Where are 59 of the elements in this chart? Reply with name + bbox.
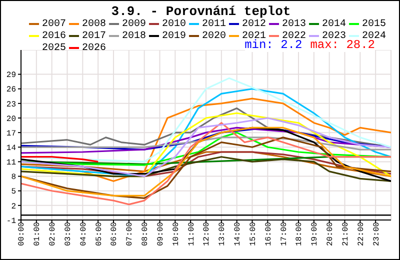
legend-label: 2020 bbox=[202, 30, 226, 42]
x-tick-label: 16:00 bbox=[264, 222, 274, 246]
x-tick-label: 15:00 bbox=[248, 222, 258, 246]
legend-label: 2014 bbox=[322, 18, 346, 30]
x-tick-label: 18:00 bbox=[295, 222, 304, 246]
y-tick-label: 2 bbox=[11, 202, 16, 212]
x-tick-label: 11:00 bbox=[187, 222, 196, 246]
legend-label: 2008 bbox=[82, 18, 106, 30]
x-tick-label: 00:00 bbox=[18, 222, 27, 246]
legend-label: 2012 bbox=[242, 18, 266, 30]
line-series bbox=[21, 122, 391, 206]
x-tick-label: 17:00 bbox=[280, 222, 289, 246]
legend-label: 2013 bbox=[282, 18, 306, 30]
legend-label: 2015 bbox=[362, 18, 386, 30]
legend-label: 2017 bbox=[82, 30, 106, 42]
line-series bbox=[21, 136, 391, 199]
y-tick-label: 11 bbox=[6, 158, 16, 168]
legend-label: 2010 bbox=[162, 18, 186, 30]
legend-label: 2026 bbox=[82, 42, 106, 54]
line-series bbox=[21, 126, 391, 197]
text: 2025 bbox=[42, 42, 66, 54]
y-tick-label: 17 bbox=[6, 129, 16, 138]
x-tick-label: 23:00 bbox=[372, 222, 382, 246]
legend-label: 2011 bbox=[202, 18, 226, 30]
y-tick-label: 29 bbox=[6, 71, 16, 80]
x-tick-label: 02:00 bbox=[48, 222, 58, 246]
x-tick-label: 08:00 bbox=[141, 222, 150, 246]
x-tick-label: 06:00 bbox=[110, 222, 120, 246]
x-tick-label: 07:00 bbox=[126, 222, 135, 246]
y-tick-label: -1 bbox=[6, 216, 16, 226]
line-series bbox=[21, 77, 391, 163]
x-tick-label: 09:00 bbox=[156, 222, 166, 246]
y-tick-label: 5 bbox=[11, 188, 16, 197]
x-tick-label: 14:00 bbox=[234, 222, 243, 246]
x-tick-label: 10:00 bbox=[172, 222, 181, 246]
legend-label: 2007 bbox=[42, 18, 66, 30]
x-tick-label: 03:00 bbox=[64, 222, 73, 246]
x-tick-label: 20:00 bbox=[326, 222, 336, 246]
x-tick-label: 13:00 bbox=[218, 222, 228, 246]
legend-label: 2019 bbox=[162, 30, 186, 42]
line-series bbox=[21, 151, 391, 178]
legend-label: 2009 bbox=[122, 18, 146, 30]
y-tick-label: 8 bbox=[11, 173, 16, 182]
y-tick-label: 20 bbox=[6, 114, 16, 124]
y-tick-label: 23 bbox=[6, 100, 16, 110]
x-tick-label: 22:00 bbox=[356, 222, 366, 246]
x-tick-label: 05:00 bbox=[94, 222, 104, 246]
x-tick-label: 01:00 bbox=[33, 222, 42, 246]
legend-label: 2016 bbox=[42, 30, 66, 42]
x-tick-label: 19:00 bbox=[310, 222, 320, 246]
legend-label: 2018 bbox=[122, 30, 146, 42]
x-tick-label: 12:00 bbox=[202, 222, 212, 246]
x-tick-label: 04:00 bbox=[79, 222, 88, 246]
line-series bbox=[21, 136, 391, 150]
y-tick-label: 26 bbox=[6, 86, 16, 95]
x-tick-label: 21:00 bbox=[341, 222, 350, 246]
y-tick-label: 14 bbox=[6, 144, 16, 153]
chart-title: 3.9. - Porovnání teplot bbox=[110, 4, 292, 19]
line-series bbox=[21, 156, 391, 182]
